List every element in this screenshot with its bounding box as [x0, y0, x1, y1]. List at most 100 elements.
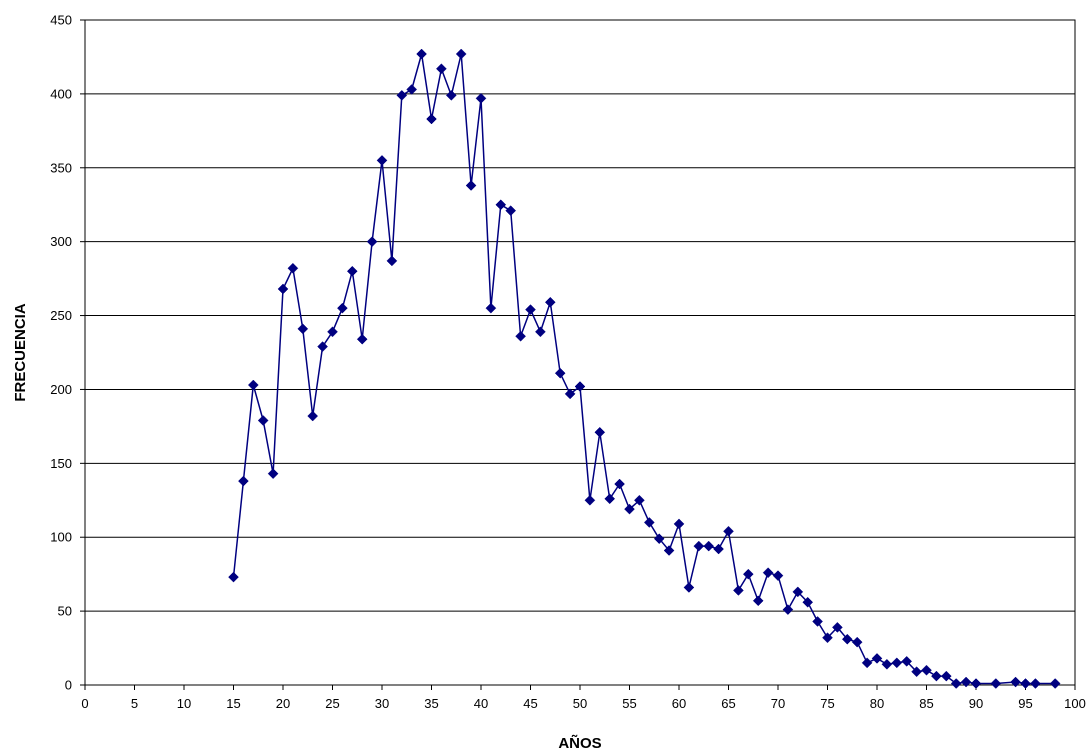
data-point-marker	[733, 585, 744, 596]
data-point-marker	[703, 540, 715, 552]
data-point-marker	[891, 657, 903, 669]
data-point-marker	[287, 262, 299, 274]
axes: 0 50 100 150 200 250 300 350 400 450 0 5 10 15 20 25 30 3…	[50, 13, 1086, 712]
x-tick-label: 80	[870, 696, 884, 711]
data-point-marker	[406, 84, 418, 95]
data-point-marker	[851, 636, 863, 648]
data-point-marker	[841, 633, 853, 645]
data-point-marker	[307, 410, 319, 422]
data-point-marker	[366, 236, 378, 248]
data-point-marker	[238, 475, 249, 487]
y-tick-label: 0	[65, 678, 72, 693]
data-point-marker	[436, 63, 447, 75]
data-point-marker	[386, 255, 398, 267]
data-point-marker	[871, 653, 883, 664]
data-point-marker	[277, 283, 289, 295]
data-point-marker	[901, 656, 913, 667]
data-point-marker	[762, 567, 774, 579]
y-axis-title: FRECUENCIA	[12, 303, 29, 402]
data-point-marker	[861, 657, 873, 669]
data-point-marker	[940, 670, 952, 682]
data-point-marker	[396, 90, 408, 101]
data-point-marker	[624, 503, 635, 515]
data-point-marker	[356, 333, 368, 345]
y-tick-label: 150	[50, 456, 72, 471]
x-tick-label: 45	[523, 696, 537, 711]
data-point-marker	[683, 582, 695, 593]
x-tick-label: 90	[969, 696, 983, 711]
x-tick-label: 100	[1064, 696, 1086, 711]
y-tick-label: 100	[50, 530, 72, 545]
data-point-marker	[752, 595, 764, 607]
x-tick-label: 95	[1018, 696, 1032, 711]
y-tick-label: 400	[50, 86, 72, 101]
data-point-marker	[455, 48, 467, 60]
x-tick-label: 30	[375, 696, 389, 711]
data-point-marker	[673, 518, 685, 530]
data-point-marker	[475, 92, 487, 104]
data-point-marker	[881, 658, 893, 670]
data-point-marker	[653, 533, 665, 545]
data-point-marker	[713, 543, 724, 555]
x-tick-label: 35	[424, 696, 438, 711]
data-point-marker	[228, 571, 239, 583]
data-point-marker	[812, 616, 823, 627]
data-point-marker	[327, 326, 338, 338]
data-point-marker	[911, 666, 922, 678]
x-tick-label: 65	[721, 696, 735, 711]
data-point-marker	[634, 494, 645, 506]
data-point-marker	[485, 302, 497, 314]
data-point-marker	[693, 540, 705, 552]
data-point-marker	[1049, 678, 1061, 689]
data-point-marker	[1010, 676, 1021, 688]
data-point-marker	[614, 478, 625, 490]
plot-area-frame	[84, 19, 1076, 686]
data-point-marker	[317, 341, 328, 352]
x-tick-label: 5	[131, 696, 138, 711]
data-point-marker	[505, 205, 517, 216]
y-tick-label: 350	[50, 160, 72, 175]
data-point-marker	[426, 113, 437, 125]
x-tick-label: 85	[919, 696, 933, 711]
data-point-marker	[931, 670, 942, 682]
series-frecuencia	[228, 48, 1061, 689]
data-point-marker	[772, 570, 784, 581]
y-tick-label: 300	[50, 234, 72, 249]
data-point-marker	[970, 678, 982, 689]
data-point-marker	[564, 388, 576, 400]
data-point-marker	[990, 678, 1002, 689]
x-tick-label: 0	[81, 696, 88, 711]
data-point-marker	[574, 381, 586, 392]
x-tick-label: 10	[177, 696, 191, 711]
data-point-marker	[554, 367, 566, 379]
data-point-marker	[445, 90, 457, 101]
y-tick-label: 450	[50, 13, 72, 28]
x-tick-label: 40	[474, 696, 488, 711]
x-tick-label: 60	[672, 696, 686, 711]
data-point-marker	[297, 323, 309, 335]
data-point-marker	[921, 664, 932, 676]
data-point-marker	[782, 604, 794, 615]
data-point-marker	[544, 296, 556, 308]
data-point-marker	[604, 493, 616, 505]
x-axis-title: AÑOS	[558, 734, 601, 752]
y-tick-label: 50	[58, 604, 72, 619]
x-tick-label: 20	[276, 696, 290, 711]
data-point-marker	[465, 180, 477, 191]
data-point-marker	[832, 622, 843, 633]
data-point-marker	[1020, 678, 1031, 689]
x-tick-label: 25	[325, 696, 339, 711]
series-line	[232, 53, 1056, 685]
data-point-marker	[337, 302, 348, 314]
y-tick-label: 250	[50, 308, 72, 323]
data-point-marker	[416, 48, 427, 60]
data-point-marker	[643, 517, 655, 528]
data-point-marker	[495, 199, 507, 211]
data-point-marker	[802, 596, 814, 608]
data-point-marker	[594, 426, 606, 438]
data-point-marker	[723, 525, 734, 537]
data-point-marker	[822, 632, 833, 644]
data-point-marker	[376, 155, 388, 166]
data-point-marker	[960, 676, 972, 688]
